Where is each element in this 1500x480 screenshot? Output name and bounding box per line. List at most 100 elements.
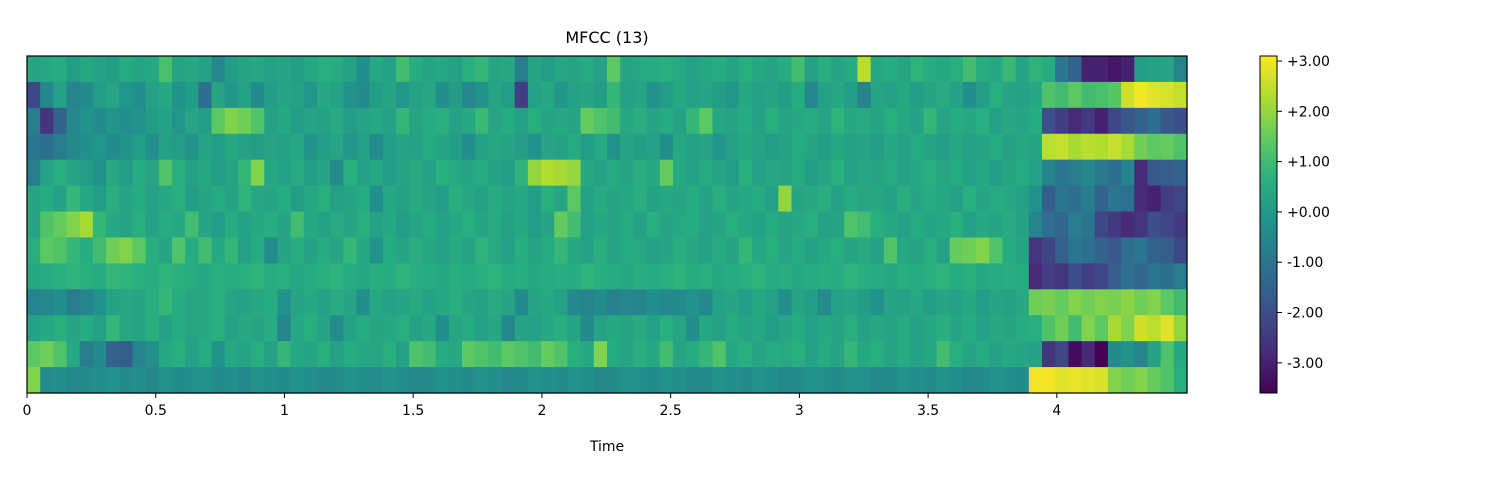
heatmap-cell: [92, 315, 107, 342]
heatmap-cell: [1028, 263, 1043, 290]
heatmap-cell: [514, 81, 529, 109]
heatmap-cell: [1068, 185, 1083, 213]
heatmap-cell: [738, 289, 753, 316]
heatmap-cell: [857, 56, 872, 83]
heatmap-cell: [1015, 341, 1030, 368]
heatmap-cell: [910, 185, 924, 213]
heatmap-cell: [672, 263, 687, 290]
heatmap-cell: [92, 56, 107, 83]
heatmap-cell: [92, 367, 107, 394]
heatmap-cell: [1160, 81, 1175, 109]
colorbar-tick-label: +3.00: [1287, 54, 1330, 70]
heatmap-cell: [369, 159, 384, 187]
heatmap-cell: [1042, 341, 1056, 368]
heatmap-cell: [1147, 159, 1162, 187]
heatmap-cell: [185, 159, 199, 187]
heatmap-cell: [725, 211, 740, 239]
heatmap-cell: [712, 185, 727, 213]
heatmap-cell: [607, 185, 621, 213]
heatmap-cell: [158, 289, 173, 316]
heatmap-cell: [40, 107, 54, 135]
heatmap-cell: [633, 81, 648, 109]
heatmap-cell: [290, 341, 305, 368]
heatmap-cell: [567, 56, 582, 83]
heatmap-cell: [686, 315, 700, 342]
heatmap-cell: [699, 185, 714, 213]
heatmap-cell: [1147, 341, 1162, 368]
heatmap-cell: [580, 185, 595, 213]
heatmap-cell: [475, 159, 489, 187]
heatmap-cell: [501, 81, 516, 109]
heatmap-cell: [53, 81, 68, 109]
heatmap-cell: [567, 81, 582, 109]
heatmap-cell: [1160, 185, 1175, 213]
heatmap-cell: [699, 159, 714, 187]
heatmap-cell: [92, 341, 107, 368]
heatmap-cell: [106, 81, 120, 109]
heatmap-cell: [369, 289, 384, 316]
heatmap-cell: [580, 107, 595, 135]
heatmap-cell: [857, 211, 872, 239]
heatmap-cell: [237, 185, 252, 213]
heatmap-cell: [738, 133, 753, 161]
heatmap-cell: [949, 289, 964, 316]
heatmap-cell: [765, 289, 779, 316]
heatmap-cell: [185, 263, 199, 290]
heatmap-cell: [1147, 367, 1162, 394]
heatmap-cell: [725, 237, 740, 264]
heatmap-cell: [343, 56, 358, 83]
heatmap-cell: [211, 81, 226, 109]
heatmap-cell: [92, 237, 107, 264]
heatmap-cell: [369, 237, 384, 264]
heatmap-cell: [224, 367, 239, 394]
heatmap-cell: [132, 341, 147, 368]
heatmap-cell: [382, 289, 397, 316]
heatmap-cell: [79, 185, 94, 213]
heatmap-cell: [172, 185, 186, 213]
heatmap-cell: [356, 341, 371, 368]
heatmap-cell: [27, 56, 41, 83]
heatmap-cell: [593, 367, 608, 394]
heatmap-cell: [765, 107, 779, 135]
heatmap-cell: [1094, 81, 1109, 109]
heatmap-cell: [409, 211, 424, 239]
heatmap-cell: [817, 289, 832, 316]
heatmap-cell: [976, 159, 990, 187]
heatmap-cell: [1002, 56, 1017, 83]
heatmap-cell: [1134, 263, 1149, 290]
heatmap-cell: [699, 81, 714, 109]
heatmap-cell: [923, 159, 938, 187]
heatmap-cell: [27, 107, 41, 135]
heatmap-cell: [1160, 237, 1175, 264]
heatmap-cell: [686, 81, 700, 109]
heatmap-cell: [1147, 289, 1162, 316]
heatmap-cell: [224, 107, 239, 135]
heatmap-cell: [462, 237, 476, 264]
heatmap-cell: [1094, 159, 1109, 187]
heatmap-cell: [1160, 315, 1175, 342]
heatmap-cell: [488, 81, 503, 109]
heatmap-cell: [330, 263, 344, 290]
heatmap-cell: [831, 185, 845, 213]
heatmap-cell: [976, 341, 990, 368]
heatmap-cell: [712, 341, 727, 368]
heatmap-cell: [40, 341, 54, 368]
heatmap-cell: [198, 237, 213, 264]
heatmap-cell: [1002, 237, 1017, 264]
heatmap-cell: [356, 159, 371, 187]
heatmap-cell: [686, 341, 700, 368]
heatmap-cell: [962, 211, 977, 239]
heatmap-cell: [422, 211, 437, 239]
heatmap-cell: [66, 289, 81, 316]
heatmap-cell: [936, 107, 951, 135]
heatmap-cell: [1002, 107, 1017, 135]
heatmap-cell: [1002, 159, 1017, 187]
heatmap-cell: [936, 367, 951, 394]
heatmap-cell: [817, 56, 832, 83]
heatmap-cell: [936, 159, 951, 187]
heatmap-cell: [475, 107, 489, 135]
heatmap-cell: [264, 133, 279, 161]
heatmap-cell: [778, 315, 793, 342]
heatmap-cell: [989, 341, 1004, 368]
heatmap-cell: [738, 315, 753, 342]
